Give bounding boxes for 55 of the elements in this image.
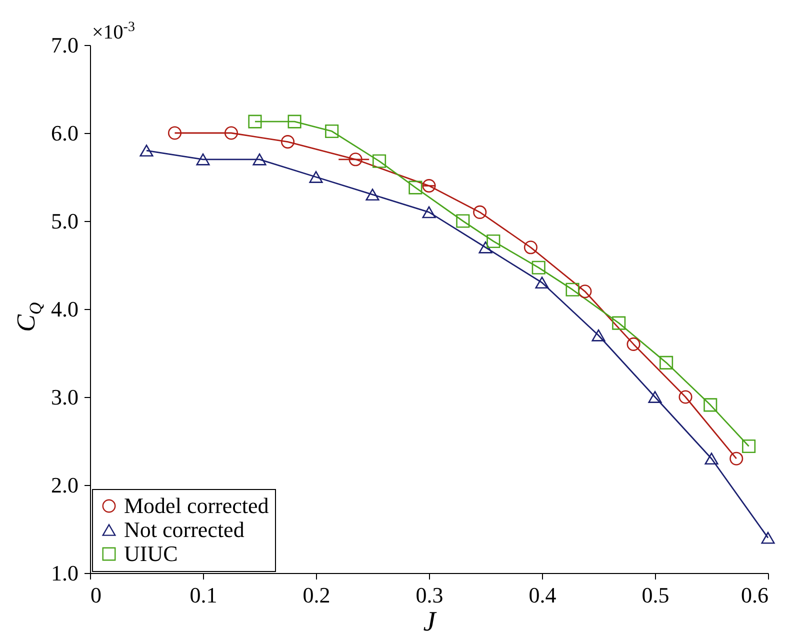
point — [248, 114, 262, 128]
point — [578, 284, 592, 298]
point — [408, 180, 422, 194]
y-tick-label: 1.0 — [51, 560, 78, 586]
point — [309, 171, 323, 183]
point — [742, 440, 756, 454]
point — [325, 124, 339, 138]
y-tick-label: 6.0 — [51, 120, 78, 146]
point — [478, 241, 492, 254]
point — [730, 452, 744, 466]
point — [372, 154, 386, 168]
point — [678, 390, 692, 404]
x-tick-label: 0.6 — [741, 582, 768, 608]
legend-label: Model corrected — [124, 493, 269, 518]
point — [252, 153, 266, 166]
legend-label: Not corrected — [124, 517, 244, 542]
point — [280, 135, 295, 149]
point — [704, 398, 718, 412]
x-tick-label: 0.3 — [416, 582, 444, 608]
point — [592, 329, 606, 342]
point — [566, 282, 580, 296]
point — [486, 234, 500, 248]
point — [422, 206, 436, 218]
point — [140, 144, 154, 157]
point — [366, 188, 380, 201]
point — [473, 205, 487, 219]
y-tick-label: 5.0 — [51, 208, 78, 234]
point — [648, 391, 662, 403]
x-tick-label: 0 — [90, 582, 102, 608]
point — [224, 126, 238, 140]
point — [626, 337, 640, 351]
point — [532, 260, 546, 274]
y-tick-label: 7.0 — [51, 32, 78, 58]
y-tick-label: 2.0 — [51, 472, 78, 498]
x-tick-label: 0.5 — [642, 582, 670, 608]
point — [704, 452, 718, 465]
legend-label: UIUC — [124, 541, 178, 566]
x-tick-label: 0.4 — [528, 582, 556, 608]
point — [612, 316, 626, 330]
point — [535, 276, 549, 289]
point — [524, 240, 538, 254]
x-tick-label: 0.1 — [190, 582, 218, 608]
y-tick-label: 4.0 — [51, 296, 78, 322]
text: ×10$^{-3}$ — [92, 20, 135, 45]
point — [196, 153, 210, 166]
point — [761, 532, 775, 544]
point — [660, 356, 674, 370]
point — [168, 126, 182, 140]
y-tick-label: 3.0 — [51, 384, 78, 410]
x-tick-label: 0.2 — [302, 582, 330, 608]
point — [422, 179, 436, 193]
point — [288, 114, 302, 128]
point — [456, 214, 470, 228]
point — [348, 152, 362, 166]
x-axis-title: J — [423, 606, 438, 638]
